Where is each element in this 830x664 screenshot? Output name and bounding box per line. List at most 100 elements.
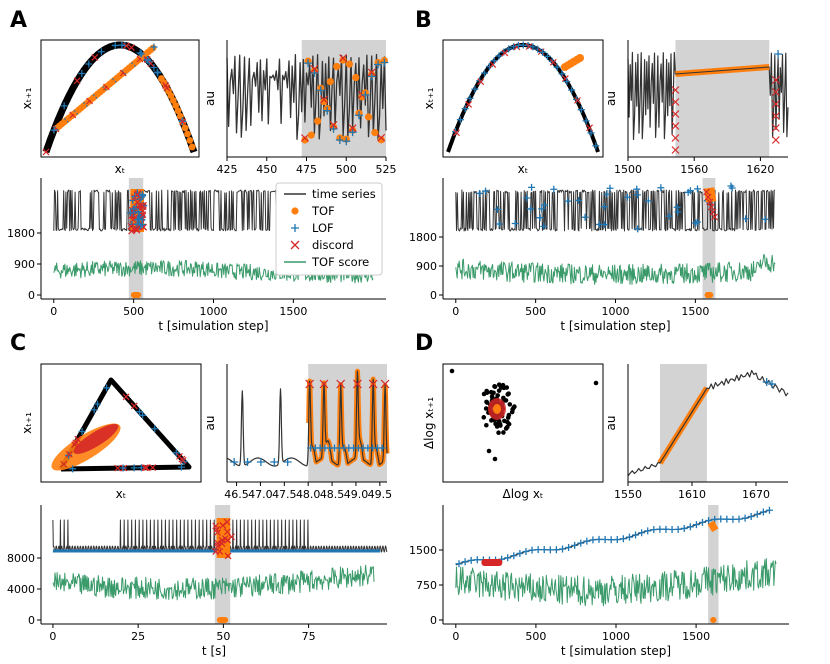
discord-marker xyxy=(671,98,680,106)
scatter-point xyxy=(506,421,512,427)
lof-marker xyxy=(619,535,627,543)
series-y-tick-label: 1800 xyxy=(7,227,35,240)
discord-marker xyxy=(141,464,149,472)
time-series-line xyxy=(226,370,388,467)
lof-marker xyxy=(762,378,771,386)
lof-marker xyxy=(761,215,769,223)
lof-marker xyxy=(582,117,590,125)
legend-plus xyxy=(291,224,299,232)
scatter-point xyxy=(505,392,511,397)
return-map-frame xyxy=(40,363,202,483)
lof-marker xyxy=(456,116,464,124)
tof-point xyxy=(320,97,328,106)
lof-marker xyxy=(741,514,749,522)
lof-marker xyxy=(723,515,731,523)
lof-marker xyxy=(270,458,279,466)
lof-marker xyxy=(747,512,755,520)
scatter-point xyxy=(501,430,506,435)
discord-marker xyxy=(133,191,141,198)
lof-marker xyxy=(536,214,544,222)
zoom-x-tick-label: 49.0 xyxy=(344,488,369,501)
panel-letter-A: A xyxy=(10,8,27,33)
lof-marker xyxy=(522,547,530,555)
zoom-x-tick-label: 450 xyxy=(256,163,277,176)
legend-label: LOF xyxy=(312,221,334,235)
discord-marker xyxy=(218,540,226,547)
tof-score-line xyxy=(455,253,776,285)
lof-marker xyxy=(50,126,58,134)
series-x-tick-label: 75 xyxy=(302,630,316,643)
discord-marker xyxy=(149,464,157,471)
lof-marker xyxy=(361,90,370,99)
series-y-tick-label: 4000 xyxy=(7,583,35,596)
discord-marker xyxy=(213,526,221,533)
lof-marker xyxy=(601,203,609,211)
scatter-point xyxy=(500,382,506,388)
discord-marker xyxy=(300,134,309,142)
lof-marker xyxy=(467,556,475,564)
time-series-line xyxy=(627,369,789,477)
lof-marker xyxy=(528,546,536,554)
tof-cluster xyxy=(493,404,501,414)
panel-letter-B: B xyxy=(415,8,432,33)
lof-marker xyxy=(589,536,597,544)
lof-marker xyxy=(505,45,513,53)
discord-marker xyxy=(453,129,460,137)
scatter-point xyxy=(502,418,507,424)
tof-point xyxy=(172,102,180,109)
lof-marker xyxy=(693,185,701,193)
lof-marker xyxy=(380,58,389,67)
lof-marker xyxy=(633,191,641,199)
lof-marker xyxy=(692,521,700,529)
discord-marker xyxy=(771,88,780,96)
panel-letter-C: C xyxy=(10,331,26,356)
zoom-x-tick-label: 1610 xyxy=(678,488,706,501)
tof-point xyxy=(188,143,196,151)
lof-marker xyxy=(526,205,534,213)
tof-score-line xyxy=(53,259,374,284)
zoom-x-tick-label: 425 xyxy=(217,163,238,176)
tof-point xyxy=(314,117,322,125)
zoom-x-tick-label: 49.5 xyxy=(368,488,393,501)
time-axis-label: t [simulation step] xyxy=(560,319,670,333)
lof-marker xyxy=(625,533,633,541)
discord-marker xyxy=(574,96,581,104)
series-x-tick-label: 0 xyxy=(50,305,57,318)
au-axis-label: au xyxy=(203,91,217,106)
lof-marker xyxy=(563,77,571,85)
lof-marker xyxy=(665,212,673,220)
discord-marker xyxy=(477,78,485,86)
lof-marker xyxy=(471,85,479,93)
series-x-tick-label: 1000 xyxy=(602,305,630,318)
discord-marker xyxy=(771,136,780,144)
tof-point xyxy=(181,124,189,132)
lof-marker xyxy=(466,94,474,102)
series-x-tick-label: 500 xyxy=(525,305,546,318)
lof-marker xyxy=(540,546,548,554)
lof-marker xyxy=(134,208,142,216)
lof-marker xyxy=(516,549,524,557)
lof-marker xyxy=(495,220,503,228)
scatter-point xyxy=(593,380,599,386)
xt1-axis-label: xₜ₊₁ xyxy=(20,87,34,109)
scatter-point xyxy=(481,415,487,420)
scatter-point xyxy=(496,430,501,436)
discord-marker xyxy=(465,100,473,108)
discord-marker xyxy=(122,42,130,50)
tof-point xyxy=(307,131,315,139)
discord-marker xyxy=(310,64,319,73)
au-axis-label: au xyxy=(604,91,618,106)
scatter-point xyxy=(492,384,498,389)
lof-marker xyxy=(342,137,351,146)
lof-marker xyxy=(534,546,542,554)
time-axis-label: t [simulation step] xyxy=(561,644,671,658)
series-y-tick-label: 0 xyxy=(430,289,437,302)
lof-marker xyxy=(759,508,767,516)
discord-marker xyxy=(122,393,130,401)
lof-marker xyxy=(150,64,158,72)
lof-marker xyxy=(144,56,152,64)
lof-marker xyxy=(753,510,761,518)
discord-marker xyxy=(707,203,715,211)
lof-marker xyxy=(323,106,332,115)
